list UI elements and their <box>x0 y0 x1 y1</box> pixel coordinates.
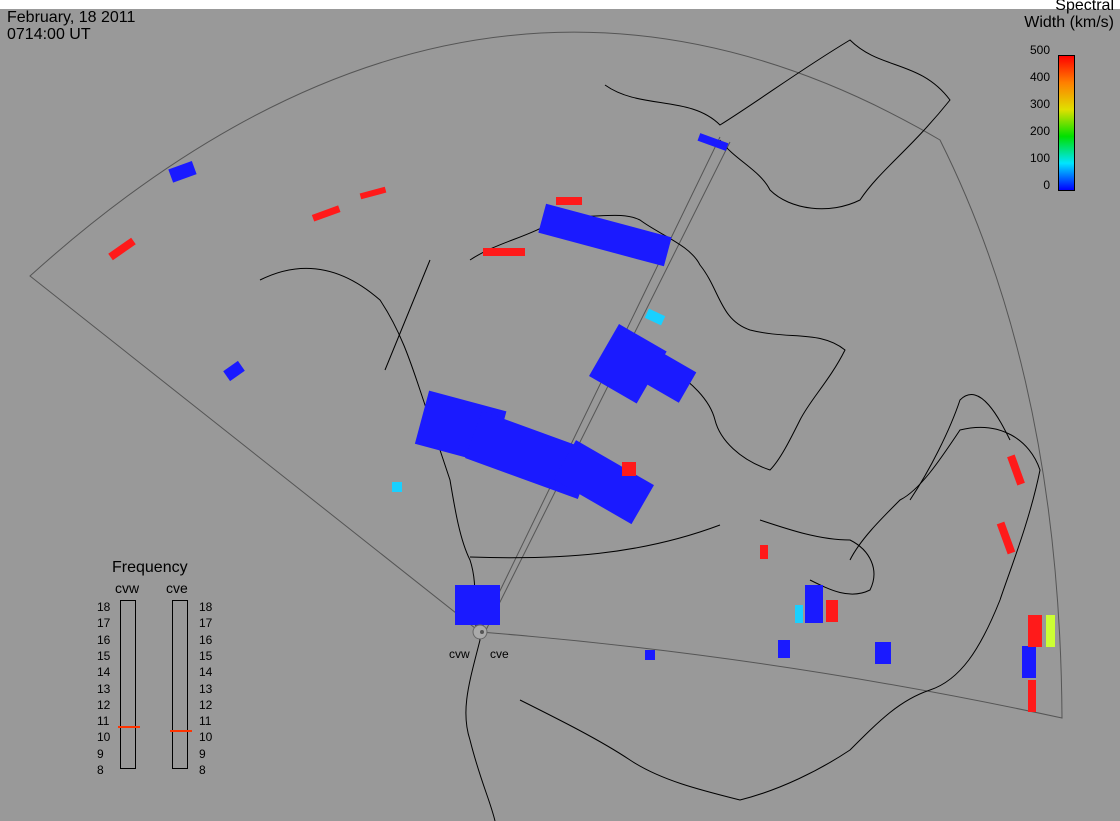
date-time-label: February, 18 2011 0714:00 UT <box>7 9 135 43</box>
frequency-scale-label: 9 <box>199 746 206 761</box>
frequency-scale-label: 13 <box>199 681 213 696</box>
frequency-radar-cve: cve <box>166 580 188 596</box>
frequency-scale-label: 12 <box>97 697 111 712</box>
beam-line-1 <box>479 136 721 633</box>
borders <box>384 259 721 559</box>
frequency-scale-label: 16 <box>199 632 213 647</box>
frequency-scale-label: 17 <box>199 616 213 631</box>
colorbar-title-line1: Spectral <box>1055 0 1114 14</box>
colorbar-tick: 0 <box>1043 178 1050 192</box>
date-text: February, 18 2011 <box>7 9 136 26</box>
colorbar-title-line2: Width (km/s) <box>1024 14 1114 31</box>
colorbar-tick: 400 <box>1029 70 1050 84</box>
beam-line-2 <box>484 141 731 633</box>
frequency-scale-label: 10 <box>97 730 111 745</box>
colorbar-tick: 300 <box>1029 97 1050 111</box>
colorbar-tick: 100 <box>1029 151 1050 165</box>
frequency-scale-cve <box>172 600 188 769</box>
frequency-scale-label: 15 <box>199 648 213 663</box>
frequency-scale-label: 17 <box>97 616 111 631</box>
fov-outline <box>29 31 1063 719</box>
frequency-scale-label: 9 <box>97 746 104 761</box>
frequency-marker-cve <box>170 729 192 732</box>
frequency-scale-label: 10 <box>199 730 213 745</box>
frequency-scale-label: 11 <box>97 714 110 729</box>
top-bar <box>0 0 1120 9</box>
frequency-scale-label: 14 <box>199 665 213 680</box>
colorbar-tick: 500 <box>1029 43 1050 57</box>
frequency-scale-label: 13 <box>97 681 111 696</box>
colorbar-tick: 200 <box>1029 124 1050 138</box>
frequency-scale-label: 8 <box>97 763 104 777</box>
frequency-radar-cvw: cvw <box>115 580 140 596</box>
frequency-scale-cvw <box>120 600 136 769</box>
colorbar-gradient <box>1059 56 1074 190</box>
coastlines <box>259 39 1041 821</box>
frequency-scale-label: 16 <box>97 632 111 647</box>
colorbar <box>1058 55 1075 191</box>
frequency-title: Frequency <box>112 559 188 576</box>
frequency-scale-label: 18 <box>97 600 111 614</box>
radar-echoes <box>108 133 1055 712</box>
frequency-scale-label: 14 <box>97 665 111 680</box>
colorbar-title: Spectral Width (km/s) <box>1024 0 1114 31</box>
radar-label-cvw: cvw <box>449 647 470 661</box>
frequency-scale-label: 8 <box>199 763 206 777</box>
frequency-scale-label: 18 <box>199 600 213 614</box>
frequency-scale-label: 12 <box>199 697 213 712</box>
frequency-scale-label: 11 <box>199 714 212 729</box>
frequency-scale-label: 15 <box>97 648 111 663</box>
radar-label-cve: cve <box>490 647 509 661</box>
radar-site-cvw-dot <box>480 630 484 634</box>
time-text: 0714:00 UT <box>7 26 91 43</box>
frequency-marker-cvw <box>118 726 140 729</box>
